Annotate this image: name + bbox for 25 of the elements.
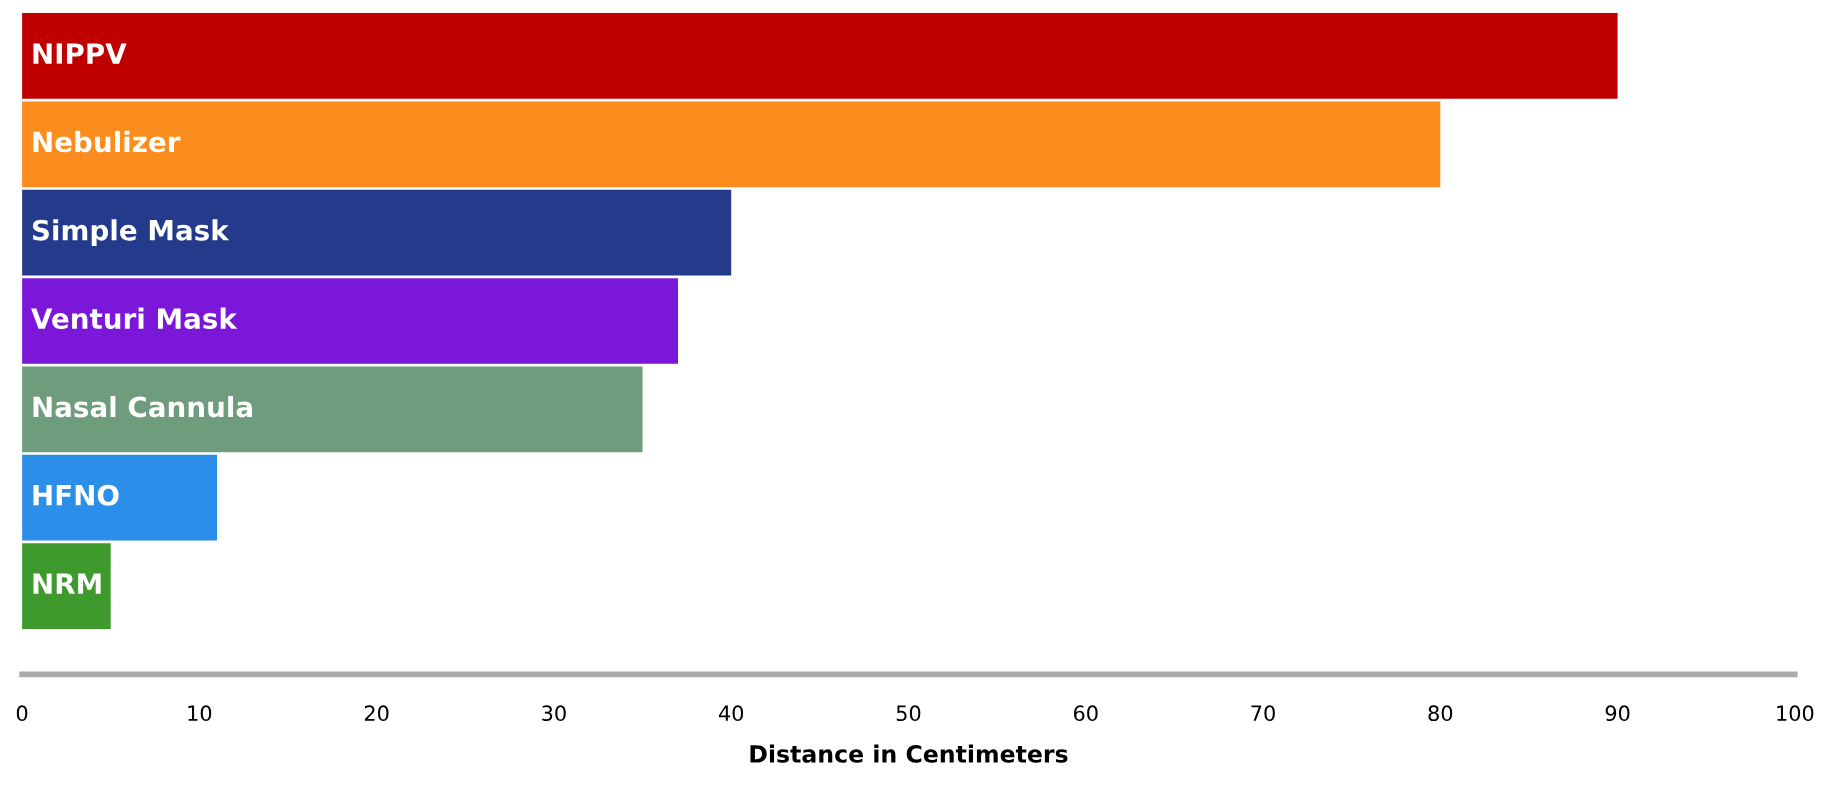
y-tick-label: Venturi Mask xyxy=(31,307,238,330)
bar xyxy=(22,189,732,276)
x-tick-label: 80 xyxy=(1428,705,1453,722)
y-tick-label: Simple Mask xyxy=(32,219,230,247)
bar xyxy=(22,366,643,453)
x-tick-label: 60 xyxy=(1073,705,1098,722)
x-tick-label: 0 xyxy=(16,705,28,722)
x-tick-label: 10 xyxy=(188,705,212,722)
x-tick-label: 90 xyxy=(1605,705,1630,722)
y-tick-label: Nasal Cannula xyxy=(33,395,252,418)
x-axis-title: Distance in Centimeters xyxy=(750,744,1068,763)
x-tick-label: 30 xyxy=(542,705,566,722)
y-tick-label: HFNO xyxy=(33,484,119,506)
bar xyxy=(22,13,1618,99)
bar xyxy=(22,101,1441,188)
x-tick-label: 70 xyxy=(1251,705,1275,722)
x-tick-label: 20 xyxy=(364,705,389,722)
bar xyxy=(22,278,678,364)
x-tick-label: 100 xyxy=(1777,705,1814,722)
x-tick-label: 50 xyxy=(896,705,921,722)
y-tick-label: NIPPV xyxy=(33,43,127,64)
x-tick-label: 40 xyxy=(718,705,744,722)
y-tick-label: Nebulizer xyxy=(33,130,181,153)
bar xyxy=(22,454,218,541)
y-tick-label: NRM xyxy=(33,573,101,594)
